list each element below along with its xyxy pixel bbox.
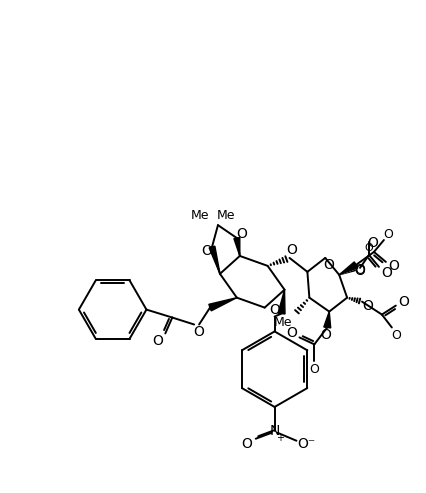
Polygon shape [323, 312, 330, 328]
Polygon shape [208, 298, 236, 311]
Text: O: O [388, 259, 398, 273]
Text: O: O [354, 264, 365, 278]
Text: Me: Me [216, 209, 235, 222]
Polygon shape [338, 262, 357, 275]
Text: O: O [241, 437, 252, 451]
Polygon shape [277, 290, 284, 314]
Text: Me: Me [273, 316, 291, 329]
Text: O: O [285, 326, 296, 341]
Text: O: O [322, 258, 333, 272]
Text: O: O [390, 329, 400, 342]
Text: O: O [193, 325, 204, 340]
Text: O: O [285, 243, 296, 257]
Text: O⁻: O⁻ [296, 437, 315, 451]
Polygon shape [233, 238, 239, 256]
Text: O: O [362, 299, 373, 313]
Text: O: O [309, 363, 319, 376]
Text: O: O [236, 227, 247, 241]
Text: O: O [380, 266, 391, 280]
Text: Me: Me [190, 209, 209, 222]
Text: O: O [382, 228, 392, 241]
Text: N: N [269, 424, 279, 438]
Text: O: O [367, 236, 377, 250]
Text: O: O [319, 328, 330, 343]
Text: O: O [397, 295, 408, 309]
Text: O: O [152, 334, 162, 349]
Polygon shape [338, 265, 354, 275]
Text: O: O [201, 244, 212, 258]
Text: O: O [354, 263, 365, 277]
Text: O: O [364, 243, 372, 253]
Polygon shape [209, 246, 219, 274]
Text: O: O [268, 303, 279, 317]
Text: +: + [275, 433, 283, 443]
Polygon shape [338, 262, 357, 275]
